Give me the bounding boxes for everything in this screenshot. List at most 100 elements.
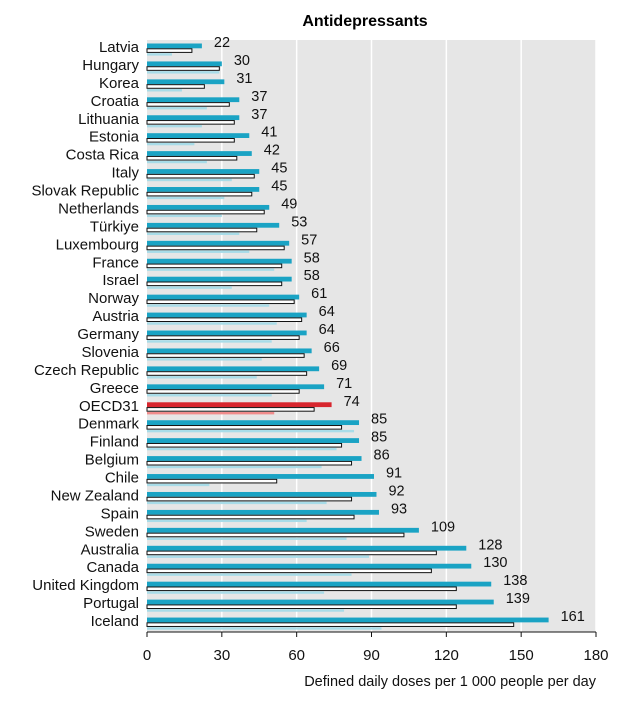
bar-latest (147, 169, 260, 174)
category-label: Croatia (91, 93, 140, 110)
bar-earliest (147, 89, 182, 92)
category-label: Australia (81, 541, 140, 558)
bar-latest (147, 258, 292, 264)
category-label: Hungary (82, 57, 139, 74)
chart-title: Antidepressants (302, 13, 427, 30)
bar-earliest (147, 286, 232, 289)
value-label: 138 (503, 573, 527, 589)
bar-earliest (147, 268, 275, 271)
category-label: Estonia (89, 129, 140, 146)
bar-latest (147, 384, 325, 390)
bar-latest (147, 456, 362, 461)
bar-earlier (146, 66, 220, 71)
bar-latest (147, 581, 492, 587)
category-label: Korea (99, 75, 140, 92)
bar-earlier (146, 48, 193, 53)
value-label: 53 (291, 214, 307, 230)
bar-earlier (146, 209, 265, 215)
bar-latest (147, 545, 467, 551)
bar-earlier (146, 460, 353, 466)
bar-earlier (146, 586, 457, 592)
category-label: Canada (86, 559, 139, 576)
bar-latest (147, 617, 549, 623)
value-label: 128 (478, 537, 502, 553)
value-label: 45 (271, 179, 287, 195)
x-tick-label: 90 (363, 647, 380, 664)
value-label: 22 (214, 35, 230, 51)
bar-group (146, 187, 260, 200)
category-label: Iceland (91, 613, 139, 630)
category-label: Israel (102, 272, 139, 289)
bar-earliest (147, 627, 382, 630)
category-label: OECD31 (79, 398, 139, 415)
value-label: 42 (264, 143, 280, 159)
bar-earlier (146, 514, 355, 520)
bar-earliest (147, 501, 327, 505)
bar-group (146, 276, 292, 289)
bar-earlier (146, 478, 278, 484)
bar-earlier (146, 191, 253, 197)
bar-latest (147, 240, 290, 246)
bar-group (146, 599, 494, 612)
bar-earlier (146, 299, 295, 305)
bar-earlier (146, 425, 343, 430)
category-label: Slovak Republic (31, 183, 139, 200)
category-label: Türkiye (90, 218, 139, 235)
value-label: 69 (331, 358, 347, 374)
bar-earlier (146, 263, 283, 269)
bar-earliest (147, 358, 262, 361)
value-label: 58 (304, 268, 320, 284)
bar-latest (147, 276, 292, 282)
value-label: 61 (311, 286, 327, 302)
bar-group (146, 222, 280, 235)
bar-earlier (146, 245, 285, 251)
category-label: Luxembourg (56, 236, 139, 253)
bar-group (146, 312, 307, 325)
bar-earlier (146, 604, 457, 610)
bar-group (146, 438, 360, 451)
value-label: 139 (506, 591, 530, 607)
bar-latest (147, 491, 377, 497)
bar-latest (147, 474, 374, 479)
value-label: 49 (281, 196, 297, 212)
value-label: 74 (344, 394, 360, 410)
bar-earlier (146, 532, 405, 538)
bar-group (146, 97, 240, 110)
category-label: Czech Republic (34, 362, 140, 379)
bar-group (146, 456, 362, 469)
bar-earliest (147, 322, 277, 325)
category-label: Greece (90, 380, 139, 397)
bar-earliest (147, 340, 272, 343)
bar-group (146, 420, 360, 433)
bar-earlier (146, 568, 432, 574)
bar-group (146, 474, 374, 487)
category-label: Slovenia (81, 344, 139, 361)
bar-group (146, 169, 260, 182)
bar-earlier (146, 335, 300, 340)
bar-latest (147, 509, 379, 515)
category-label: France (92, 254, 139, 271)
bar-earliest (147, 304, 270, 307)
value-label: 109 (431, 519, 455, 535)
value-label: 93 (391, 501, 407, 517)
bar-group (146, 115, 240, 128)
value-label: 30 (234, 53, 250, 69)
bar-group (146, 384, 325, 397)
category-label: Sweden (85, 523, 139, 540)
value-label: 41 (261, 125, 277, 141)
bar-earliest (147, 519, 307, 523)
bar-latest (147, 348, 312, 354)
bar-latest (147, 527, 419, 533)
bar-group (146, 491, 377, 505)
bar-latest (147, 187, 260, 192)
bar-group (146, 527, 419, 540)
value-label: 66 (324, 340, 340, 356)
bar-group (146, 348, 312, 361)
category-label: Belgium (85, 452, 139, 469)
value-labels: 2230313737414245454953575858616464666971… (214, 35, 585, 625)
bar-earliest (147, 196, 225, 200)
value-label: 91 (386, 466, 402, 482)
value-label: 161 (561, 609, 585, 625)
bar-latest (147, 61, 222, 67)
bar-earliest (147, 591, 325, 594)
